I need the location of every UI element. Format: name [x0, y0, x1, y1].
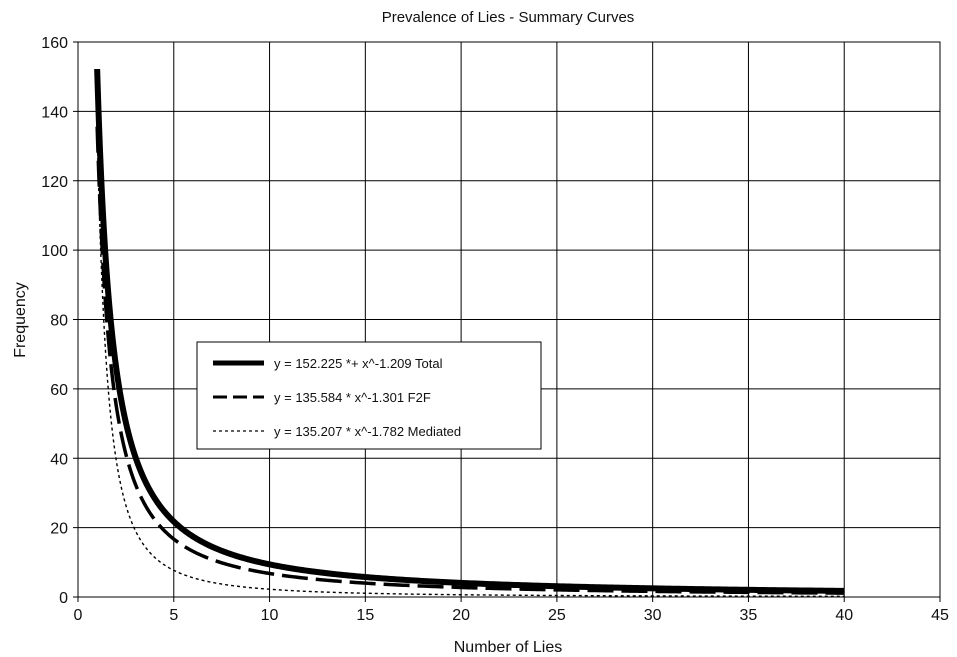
y-tick-label: 120 — [41, 174, 68, 191]
grid — [77, 41, 941, 598]
series-line-f2f — [95, 125, 845, 595]
x-tick-label: 35 — [740, 607, 758, 624]
chart-title: Prevalence of Lies - Summary Curves — [382, 9, 635, 26]
y-tick-label: 80 — [50, 313, 68, 330]
y-tick-label: 20 — [50, 521, 68, 538]
legend-label-mediated: y = 135.207 * x^-1.782 Mediated — [274, 424, 461, 439]
legend-label-total: y = 152.225 *+ x^-1.209 Total — [274, 356, 443, 371]
x-tick-label: 40 — [835, 607, 853, 624]
series-layer — [94, 66, 845, 598]
x-tick-label: 45 — [931, 607, 949, 624]
x-tick-label: 0 — [74, 607, 83, 624]
legend-label-f2f: y = 135.584 * x^-1.301 F2F — [274, 390, 431, 405]
x-tick-label: 30 — [644, 607, 662, 624]
y-tick-label: 40 — [50, 451, 68, 468]
y-tick-label: 60 — [50, 382, 68, 399]
x-tick-label: 10 — [261, 607, 279, 624]
x-tick-label: 20 — [452, 607, 470, 624]
series-line-mediated — [96, 127, 845, 598]
series-line-total — [94, 66, 845, 594]
x-axis-title: Number of Lies — [454, 639, 563, 656]
y-tick-label: 160 — [41, 35, 68, 52]
x-tick-label: 15 — [356, 607, 374, 624]
y-tick-label: 0 — [59, 590, 68, 607]
x-tick-label: 5 — [169, 607, 178, 624]
legend: y = 152.225 *+ x^-1.209 Total y = 135.58… — [196, 341, 542, 450]
y-tick-label: 140 — [41, 104, 68, 121]
tick-labels: 0 5 10 15 20 25 30 35 40 45 0 20 40 60 80 100 120 140 160 — [41, 35, 949, 624]
y-tick-label: 100 — [41, 243, 68, 260]
y-axis-title: Frequency — [12, 282, 29, 358]
x-tick-label: 25 — [548, 607, 566, 624]
